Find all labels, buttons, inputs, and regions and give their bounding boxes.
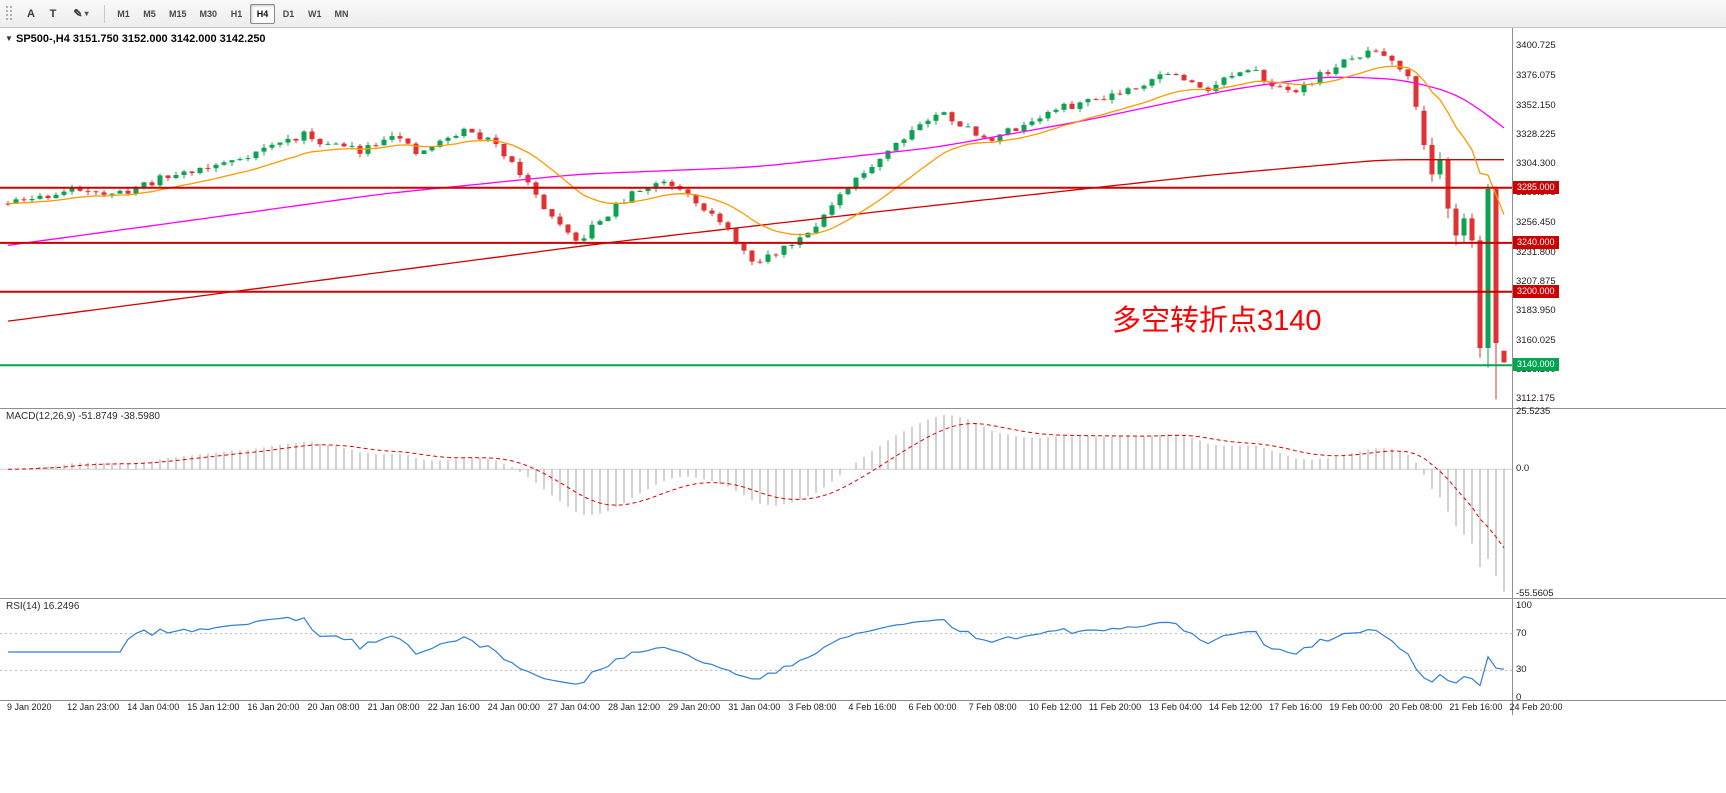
timeframe-button-m15[interactable]: M15	[163, 4, 193, 24]
macd-panel	[0, 414, 1512, 592]
timeframe-button-h4[interactable]: H4	[250, 3, 276, 24]
ma-mid-line	[7, 76, 1505, 246]
rsi-line	[8, 616, 1505, 687]
horizontal-lines-group	[0, 186, 1512, 367]
draw-tool-button[interactable]: ✎ ▾	[64, 4, 98, 24]
chevron-down-icon: ▾	[84, 9, 89, 18]
timeframe-button-h1[interactable]: H1	[224, 4, 249, 24]
timeframe-button-m5[interactable]: M5	[137, 4, 162, 24]
candles-group	[5, 46, 1507, 400]
timeframe-group: M1 M5 M15 M30 H1 H4 D1 W1 MN	[111, 3, 355, 24]
ma-slow-line	[7, 159, 1504, 322]
toolbar-separator	[104, 4, 105, 23]
panel-frame	[0, 28, 1726, 715]
timeframe-button-d1[interactable]: D1	[276, 4, 301, 24]
toolbar-grip-icon[interactable]	[6, 5, 14, 22]
text-tool-button[interactable]: T	[42, 4, 64, 24]
macd-signal-line	[7, 422, 1505, 549]
timeframe-button-m30[interactable]: M30	[194, 4, 224, 24]
cursor-tool-button[interactable]: A	[20, 4, 42, 24]
rsi-panel	[0, 616, 1512, 687]
timeframe-button-mn[interactable]: MN	[329, 4, 355, 24]
timeframe-button-w1[interactable]: W1	[302, 4, 328, 24]
moving-averages-group	[7, 65, 1505, 322]
timeframe-button-m1[interactable]: M1	[111, 4, 136, 24]
ma-fast-line	[7, 65, 1505, 236]
chart-toolbar: A T ✎ ▾ M1 M5 M15 M30 H1 H4 D1 W1 MN	[0, 0, 1726, 28]
pencil-icon: ✎	[73, 8, 83, 20]
